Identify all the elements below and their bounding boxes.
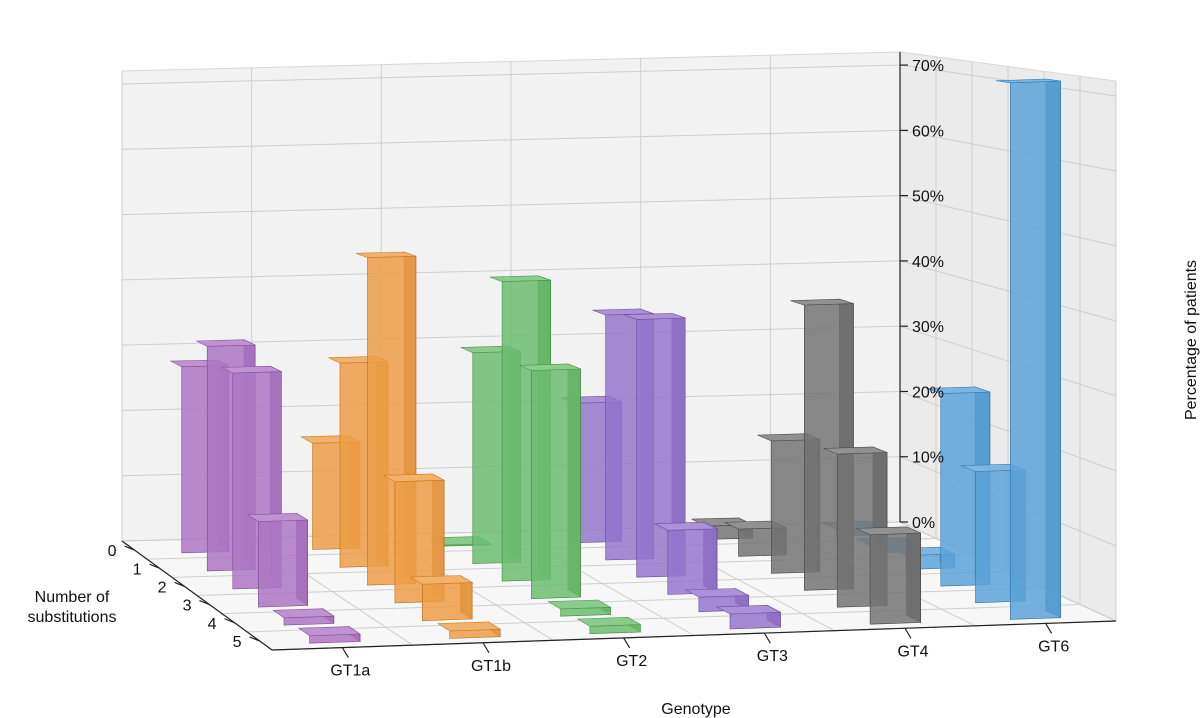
gridline-back-horizontal (121, 260, 901, 281)
y-axis-title: Number of substitutions (28, 589, 117, 626)
bar-top (196, 339, 256, 347)
y-axis-title-line2: substitutions (28, 609, 117, 626)
z-tick-label: 0% (912, 515, 935, 532)
bar-top (246, 512, 309, 522)
chart-axes: GT1a GT1b GT2 GT3 GT4 GT60123450%10%20%30%40%… (108, 52, 1117, 680)
y-tick-label: 3 (183, 598, 192, 615)
bar-top (437, 621, 502, 632)
bar-GT6-5 (995, 78, 1061, 620)
bar-top (221, 365, 282, 374)
bar-top (623, 313, 686, 320)
x-tick-mark (623, 637, 631, 649)
gridline-back-horizontal (121, 64, 901, 85)
x-tick-mark (763, 632, 771, 644)
bar-top (489, 275, 551, 282)
bar-GT2-5 (576, 616, 642, 635)
y-axis-title-line1: Number of (35, 589, 110, 606)
bar-top (856, 526, 921, 536)
bar-GT1a-4 (272, 608, 335, 626)
gridline-right-horizontal (899, 325, 1117, 397)
gridline-right-horizontal (899, 129, 1117, 172)
bar-GT3-5 (715, 604, 782, 630)
bar-top (518, 363, 581, 371)
bar-top (715, 604, 782, 615)
bar-top (382, 473, 446, 483)
bar-front (1009, 80, 1061, 620)
z-axis-title: Percentage of patients (1183, 260, 1200, 420)
bar-top (547, 599, 612, 610)
y-tick-label: 4 (208, 616, 217, 633)
x-tick-mark (904, 627, 912, 639)
gridline-back-horizontal (121, 129, 901, 150)
y-tick-mark (224, 618, 235, 624)
x-tick-mark (341, 647, 349, 658)
y-tick-label: 0 (108, 543, 117, 560)
bar-GT1b-4 (409, 574, 474, 622)
x-tick-label: GT4 (897, 643, 928, 660)
gridline-floor-substitution (246, 604, 1081, 633)
y-tick-label: 1 (133, 561, 142, 578)
bar-top (272, 608, 335, 619)
bar-front (667, 528, 718, 595)
bar-top (654, 521, 718, 531)
x-tick-label: GT1b (471, 658, 511, 675)
z-tick-label: 60% (912, 123, 944, 140)
y-tick-mark (249, 636, 260, 642)
x-tick-mark (1045, 623, 1053, 634)
bar-top (823, 446, 888, 455)
z-tick-label: 70% (912, 58, 944, 75)
bar-top (995, 78, 1061, 84)
bar-GT2-4 (547, 599, 612, 617)
y-tick-mark (199, 600, 210, 606)
bar-top (297, 626, 361, 637)
bar-GT1b-5 (437, 621, 502, 639)
bar-top (684, 588, 750, 598)
y-tick-mark (124, 545, 135, 551)
z-tick-label: 10% (912, 450, 944, 467)
bar-front (729, 611, 781, 630)
chart-bars (169, 78, 1061, 644)
y-tick-mark (149, 563, 160, 569)
z-tick-label: 40% (912, 254, 944, 271)
bar-GT1a-3 (246, 512, 309, 608)
z-tick-label: 30% (912, 319, 944, 336)
bar-top (790, 298, 854, 306)
z-tick-label: 50% (912, 189, 944, 206)
bar-GT3-2 (623, 312, 686, 578)
y-tick-label: 2 (158, 579, 167, 596)
bar-front (258, 519, 308, 608)
x-tick-label: GT1a (330, 663, 370, 680)
bar-top (409, 575, 474, 585)
bar-top (576, 616, 642, 627)
x-tick-label: GT2 (616, 653, 647, 670)
x-tick-label: GT3 (757, 648, 788, 665)
x-axis-line (271, 620, 1117, 651)
bar-front (421, 582, 473, 622)
bar-GT1a-5 (297, 626, 361, 644)
gridline-right-horizontal (899, 195, 1117, 247)
x-tick-mark (482, 642, 490, 654)
bar-top (355, 251, 417, 258)
bar-GT3-3 (654, 521, 718, 595)
y-axis-line (121, 540, 273, 651)
z-tick-label: 20% (912, 384, 944, 401)
gridline-right-horizontal (899, 260, 1117, 322)
gridline-right-horizontal (899, 390, 1117, 472)
bar-front (531, 368, 581, 600)
bar-top (926, 386, 990, 394)
bar-GT4-5 (856, 526, 921, 625)
bar-GT2-3 (518, 363, 581, 600)
gridline-back-horizontal (121, 195, 901, 216)
x-axis-title: Genotype (661, 701, 730, 718)
x-tick-label: GT6 (1038, 638, 1069, 655)
y-tick-mark (174, 581, 185, 587)
bar-front (869, 532, 921, 625)
y-tick-label: 5 (233, 634, 242, 651)
